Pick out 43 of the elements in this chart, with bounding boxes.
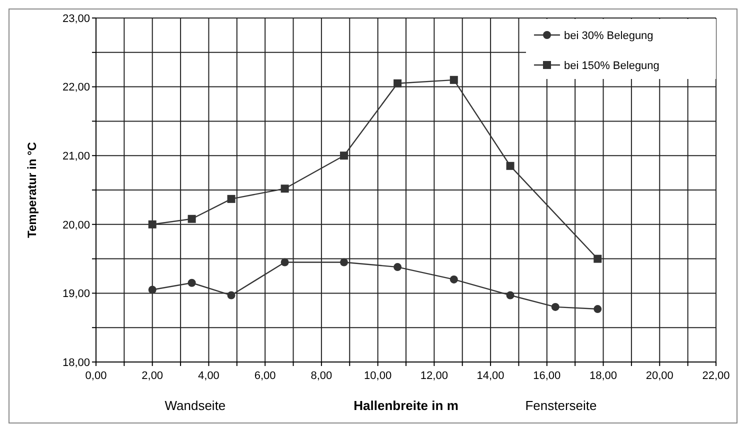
x-axis-title: Hallenbreite in m xyxy=(354,398,458,413)
x-tick-label: 20,00 xyxy=(646,370,674,382)
point xyxy=(340,152,348,160)
point xyxy=(148,286,156,294)
x-tick-label: 0,00 xyxy=(85,370,107,382)
y-axis-title: Temperatur in °C xyxy=(25,142,39,238)
x-tick-label: 8,00 xyxy=(310,370,332,382)
point xyxy=(450,76,458,84)
point xyxy=(394,263,402,272)
text: Fensterseite xyxy=(525,398,597,413)
x-tick-label: 10,00 xyxy=(364,370,392,382)
x-tick-label: 6,00 xyxy=(254,370,276,382)
point xyxy=(551,302,560,311)
x-tick-label: 14,00 xyxy=(476,370,504,382)
point xyxy=(227,291,236,300)
y-tick-label: 23,00 xyxy=(62,12,90,25)
point xyxy=(340,258,348,266)
point xyxy=(506,291,514,300)
point xyxy=(280,258,289,266)
y-tick-label: 19,00 xyxy=(62,288,90,300)
point xyxy=(450,275,458,284)
x-tick-label: 16,00 xyxy=(533,370,561,382)
point xyxy=(148,220,156,228)
point xyxy=(394,79,402,88)
y-tick-label: 20,00 xyxy=(62,219,90,232)
y-tick-label: 18,00 xyxy=(62,356,90,369)
point xyxy=(594,305,602,314)
point xyxy=(188,278,196,287)
legend-label: bei 30% Belegung xyxy=(564,30,654,42)
x-tick-label: 12,00 xyxy=(420,370,448,382)
y-tick-label: 21,00 xyxy=(62,150,90,162)
text: Wandseite xyxy=(164,398,226,413)
legend-label: bei 150% Belegung xyxy=(564,60,660,72)
point xyxy=(280,184,289,193)
point xyxy=(188,214,196,223)
x-tick-label: 18,00 xyxy=(590,370,618,382)
x-tick-label: 2,00 xyxy=(142,370,164,382)
x-tick-label: 4,00 xyxy=(198,370,220,382)
point xyxy=(227,194,236,203)
x-tick-label: 22,00 xyxy=(702,370,730,382)
point xyxy=(594,254,602,263)
y-tick-label: 22,00 xyxy=(62,82,90,94)
point xyxy=(506,162,514,170)
